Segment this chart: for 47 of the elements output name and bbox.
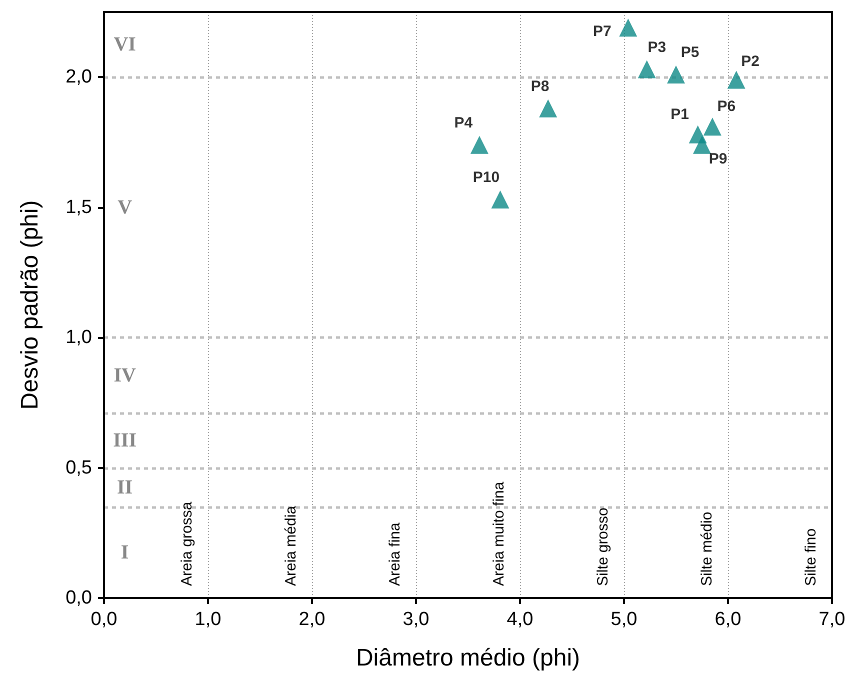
point <box>638 60 656 78</box>
y-tick-label: 1,5 <box>66 196 92 218</box>
x-tick-label: 3,0 <box>402 609 430 630</box>
annotation: Silte médio <box>698 512 716 586</box>
y-tick-label: 0,0 <box>66 588 92 608</box>
annotation: I <box>120 541 129 564</box>
x-tick-label: 2,0 <box>298 609 326 630</box>
x-tick-label: 7,0 <box>818 609 846 630</box>
y-tick-label: 1,0 <box>66 327 92 348</box>
series-label: P8 <box>530 78 550 95</box>
series-label: P3 <box>648 38 666 56</box>
annotation: V <box>118 196 133 218</box>
x-tick-label: 4,0 <box>506 609 534 630</box>
point <box>703 118 722 136</box>
point <box>619 18 638 37</box>
x-tick-label: 6,0 <box>714 609 742 630</box>
annotation: Areia média <box>282 505 300 586</box>
annotation: Silte grosso <box>594 508 612 586</box>
series-label: P1 <box>670 106 690 123</box>
point <box>667 66 685 84</box>
annotation: Areia muito fina <box>490 481 508 586</box>
annotation: Areia grossa <box>178 501 196 586</box>
series-label: P6 <box>717 98 736 116</box>
series-label: P10 <box>472 169 500 186</box>
point <box>491 190 510 209</box>
series-label: P5 <box>680 44 700 62</box>
annotation: Silte fino <box>802 528 820 586</box>
series-label: P9 <box>708 150 728 168</box>
point <box>470 136 488 154</box>
y-axis-title: Desvio padrão (phi) <box>16 200 44 410</box>
x-tick-label: 5,0 <box>610 609 638 630</box>
x-tick-label: 0,0 <box>90 609 118 630</box>
series-label: P7 <box>592 23 612 40</box>
point <box>727 70 746 89</box>
series-label: P4 <box>454 114 474 132</box>
x-axis-title: Diâmetro médio (phi) <box>356 644 580 672</box>
series-label: P2 <box>741 53 760 70</box>
annotation: IV <box>114 364 136 386</box>
annotation: Areia fina <box>386 522 404 586</box>
point <box>539 99 558 118</box>
annotation: II <box>117 476 133 498</box>
y-tick-label: 0,5 <box>66 457 92 478</box>
annotation: III <box>113 429 137 452</box>
x-tick-label: 1,0 <box>194 609 222 630</box>
point <box>693 136 711 154</box>
y-tick-label: 2,0 <box>66 66 92 88</box>
annotation: VI <box>114 34 136 56</box>
